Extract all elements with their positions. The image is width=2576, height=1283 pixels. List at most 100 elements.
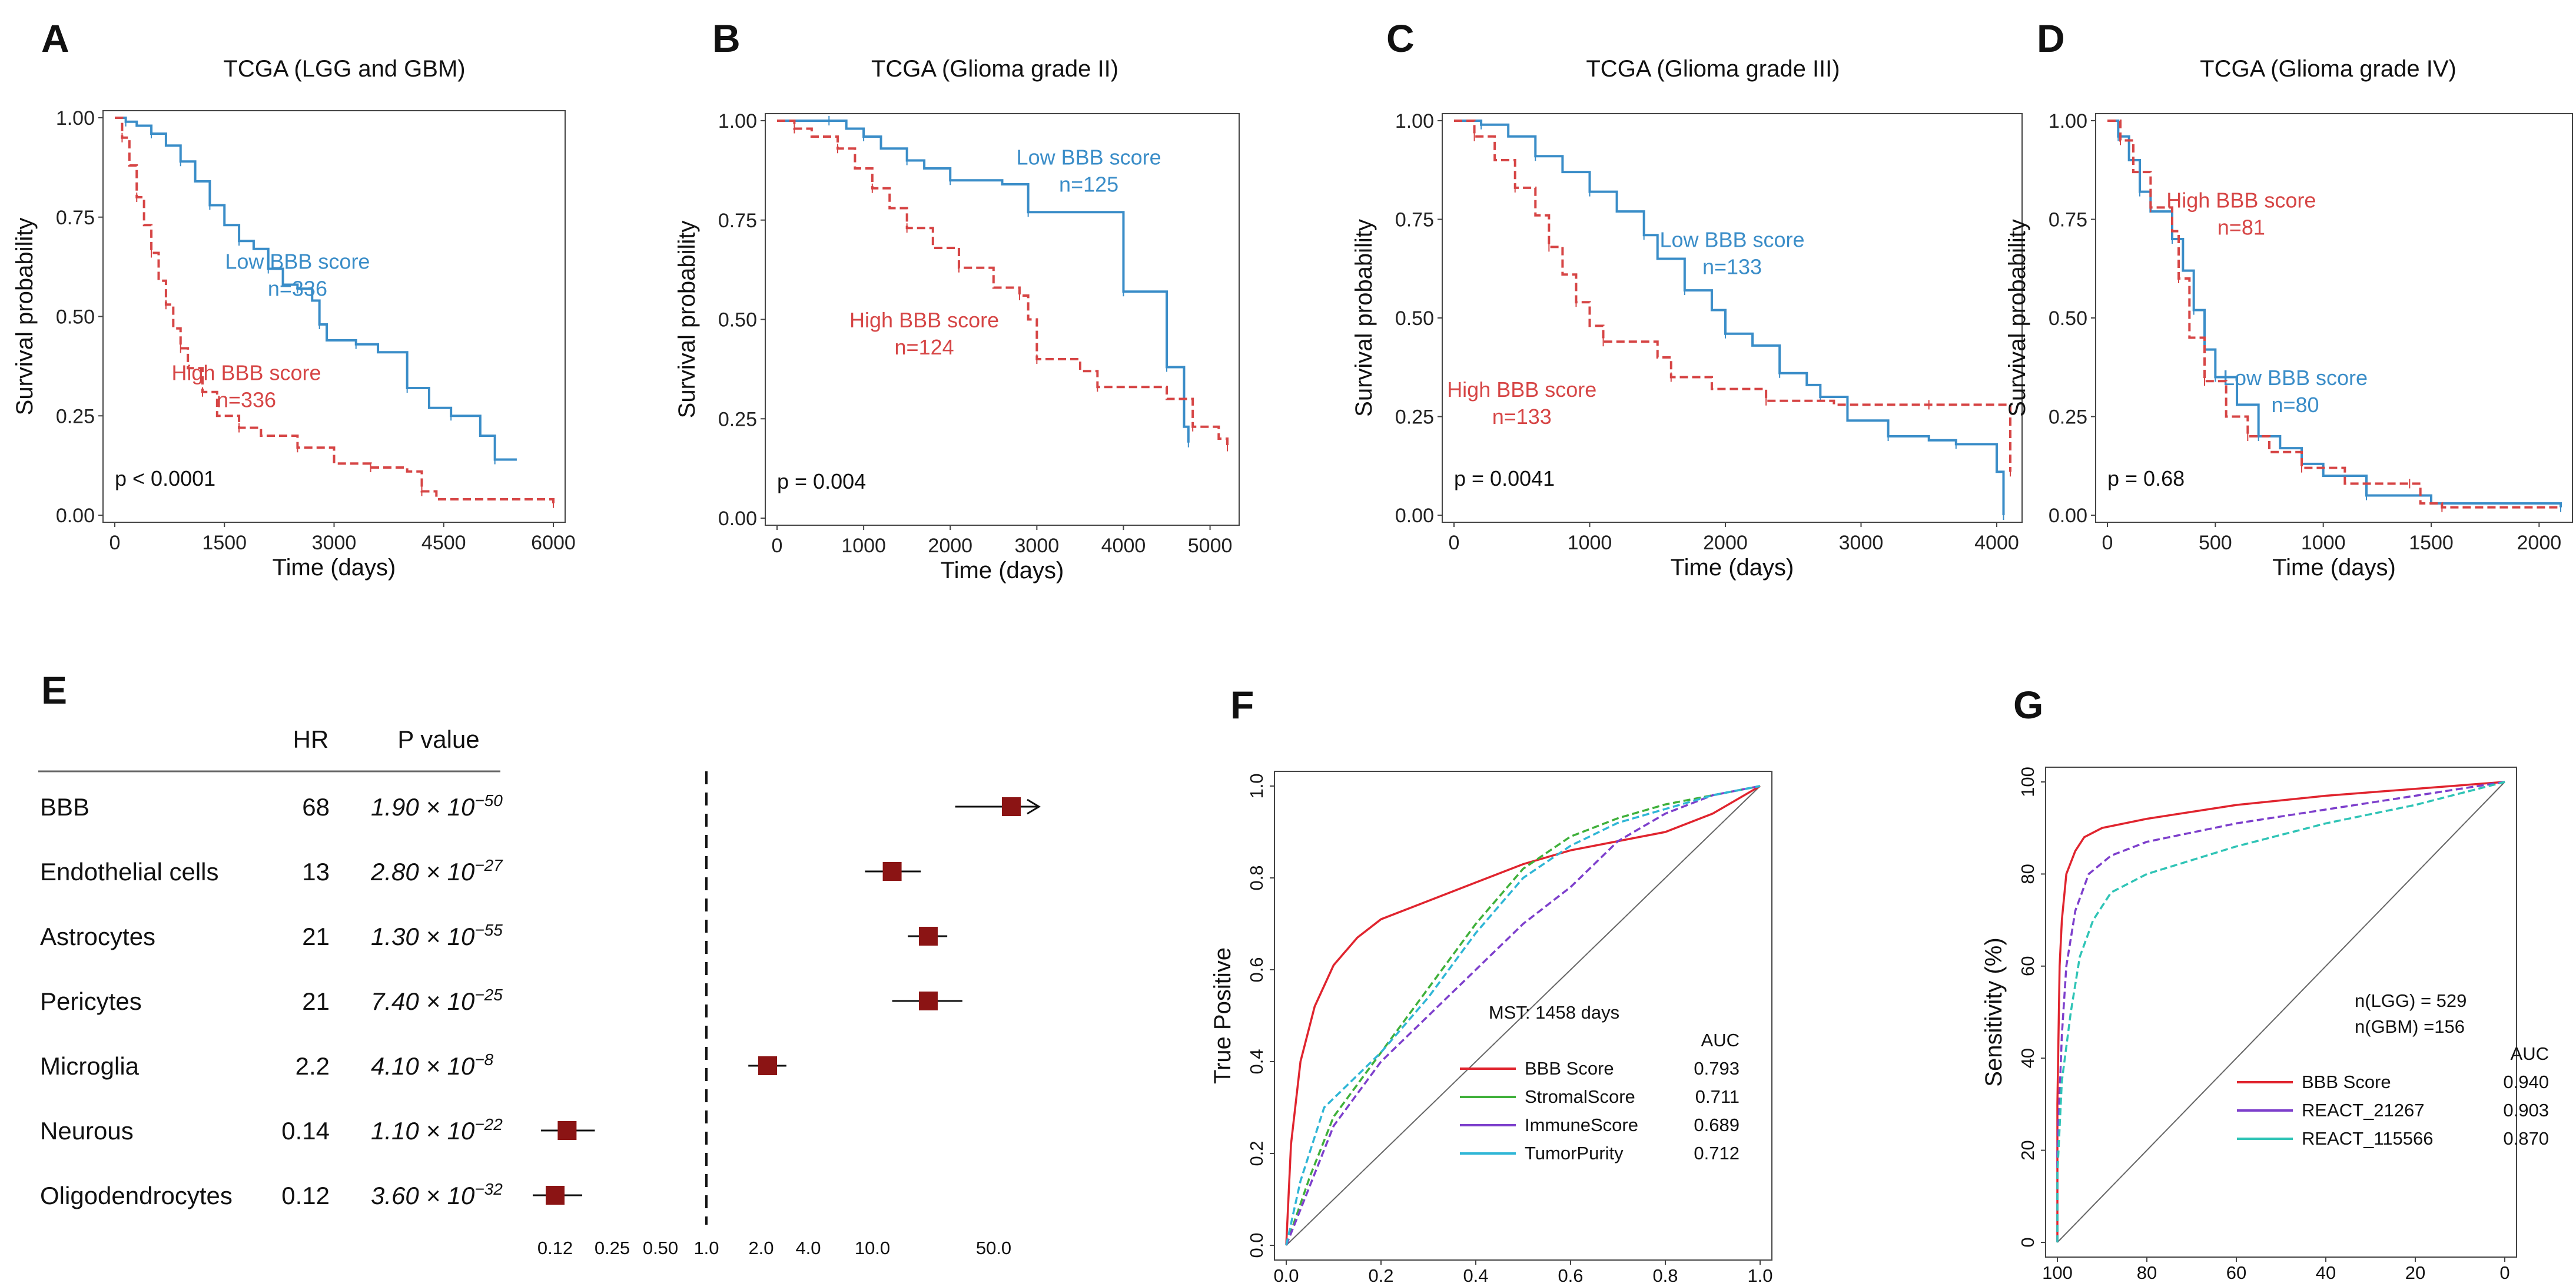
y-tick-label: 1.0 bbox=[1246, 773, 1267, 798]
y-tick-label: 1.00 bbox=[56, 107, 95, 130]
hr-header: HR bbox=[293, 725, 329, 753]
y-tick-label: 0.75 bbox=[2049, 209, 2087, 231]
row-hr-astrocytes: 21 bbox=[302, 923, 330, 950]
y-tick-label: 0.2 bbox=[1246, 1141, 1267, 1166]
x-tick-label: 2000 bbox=[2517, 532, 2562, 554]
series-label-low-d: Low BBB score bbox=[2223, 366, 2368, 390]
ci-arrow-bbb bbox=[1027, 798, 1041, 815]
y-tick-label: 0.0 bbox=[1246, 1232, 1267, 1258]
roc-curve-bbb-score bbox=[2056, 781, 2505, 1242]
x-tick-label: 0.4 bbox=[1463, 1265, 1488, 1283]
row-name-neurous: Neurous bbox=[40, 1117, 134, 1145]
x-tick-label: 1500 bbox=[202, 532, 247, 554]
annotation-gbm: n(GBM) =156 bbox=[2355, 1016, 2465, 1037]
plot-frame-b bbox=[765, 113, 1240, 526]
hr-point-neurous bbox=[557, 1121, 577, 1140]
legend-auc-bbb-score: 0.793 bbox=[1694, 1058, 1740, 1079]
roc-curve-react-115566 bbox=[2056, 781, 2505, 1242]
series-n-high-d: n=81 bbox=[2218, 215, 2265, 239]
forest-x-tick: 1.0 bbox=[693, 1238, 719, 1258]
row-name-bbb: BBB bbox=[40, 793, 89, 821]
roc-curve-stromalscore bbox=[1285, 785, 1761, 1246]
x-tick-label: 0 bbox=[1449, 532, 1460, 554]
y-tick-label: 40 bbox=[2017, 1048, 2038, 1068]
x-tick-label: 2000 bbox=[928, 535, 972, 557]
row-hr-bbb: 68 bbox=[302, 793, 330, 821]
x-axis-label-c: Time (days) bbox=[1671, 555, 1794, 581]
x-tick-label: 0.2 bbox=[1368, 1265, 1393, 1283]
x-tick-label: 1000 bbox=[841, 535, 886, 557]
x-tick-label: 0 bbox=[109, 532, 121, 554]
y-tick-label: 0.25 bbox=[718, 408, 757, 430]
x-axis-label-a: Time (days) bbox=[273, 555, 396, 581]
annotation-lgg: n(LGG) = 529 bbox=[2355, 990, 2467, 1011]
km-curve-high-d bbox=[2107, 120, 2561, 509]
series-n-low-d: n=80 bbox=[2271, 393, 2319, 417]
forest-x-tick: 10.0 bbox=[855, 1238, 890, 1258]
hr-point-microglia bbox=[758, 1056, 778, 1075]
series-n-high-c: n=133 bbox=[1492, 405, 1552, 429]
x-tick-label: 500 bbox=[2199, 532, 2232, 554]
km-plot-b: TCGA (Glioma grade II) 0.00 0.25 0.50 0.75 1.… bbox=[674, 56, 1240, 584]
legend-auc-bbb-score: 0.940 bbox=[2503, 1072, 2549, 1092]
plot-title-a: TCGA (LGG and GBM) bbox=[223, 56, 465, 82]
row-p-pericytes: 7.40 × 10−25 bbox=[371, 986, 503, 1015]
y-axis-label-a: Survival probability bbox=[12, 218, 38, 416]
forest-x-tick: 2.0 bbox=[748, 1238, 774, 1258]
x-tick-label: 0 bbox=[2102, 532, 2113, 554]
series-label-high-b: High BBB score bbox=[849, 308, 999, 332]
x-tick-label: 20 bbox=[2405, 1262, 2425, 1283]
p-value-d: p = 0.68 bbox=[2107, 466, 2185, 490]
km-curve-low-a bbox=[115, 117, 517, 461]
y-tick-label: 0.00 bbox=[718, 508, 757, 530]
hr-point-oligodendrocytes bbox=[546, 1186, 565, 1205]
roc-plot-f: 0.00.20.40.60.81.00.00.20.40.60.81.0Fals… bbox=[1210, 771, 1773, 1283]
y-tick-label: 0.8 bbox=[1246, 865, 1267, 890]
series-label-low-a: Low BBB score bbox=[225, 250, 370, 274]
forest-x-tick: 0.25 bbox=[595, 1238, 630, 1258]
panel-letter-a: A bbox=[41, 16, 69, 60]
x-tick-label: 60 bbox=[2226, 1262, 2246, 1283]
roc-curve-react-21267 bbox=[2056, 781, 2505, 1242]
y-tick-label: 20 bbox=[2017, 1140, 2038, 1160]
row-p-endothelial-cells: 2.80 × 10−27 bbox=[370, 856, 503, 886]
row-name-pericytes: Pericytes bbox=[40, 987, 142, 1015]
p-value-a: p < 0.0001 bbox=[115, 466, 215, 490]
plot-frame-c bbox=[1442, 113, 2023, 523]
row-p-neurous: 1.10 × 10−22 bbox=[371, 1115, 503, 1145]
forest-plot-e: HR P value BBB 68 1.90 × 10−50 Endothelial ce… bbox=[38, 725, 1041, 1258]
annotation-f: MST: 1458 days bbox=[1489, 1002, 1619, 1023]
y-tick-label: 1.00 bbox=[718, 110, 757, 132]
hr-point-astrocytes bbox=[918, 927, 938, 946]
y-tick-label: 0.50 bbox=[718, 309, 757, 331]
panel-letter-g: G bbox=[2013, 683, 2043, 727]
row-p-microglia: 4.10 × 10−8 bbox=[371, 1050, 494, 1080]
legend-auc-react-21267: 0.903 bbox=[2503, 1100, 2549, 1120]
auc-header-g: AUC bbox=[2511, 1043, 2549, 1064]
series-label-low-c: Low BBB score bbox=[1659, 227, 1804, 251]
y-tick-label: 0.25 bbox=[56, 405, 95, 427]
roc-curve-tumorpurity bbox=[1285, 785, 1761, 1246]
legend-auc-immunescore: 0.689 bbox=[1694, 1115, 1740, 1135]
series-n-low-a: n=336 bbox=[268, 277, 327, 301]
roc-curve-immunescore bbox=[1285, 785, 1761, 1246]
pvalue-header: P value bbox=[397, 725, 479, 753]
x-tick-label: 0.8 bbox=[1652, 1265, 1678, 1283]
x-tick-label: 2000 bbox=[1703, 532, 1748, 554]
forest-x-tick: 0.50 bbox=[643, 1238, 678, 1258]
p-value-b: p = 0.004 bbox=[777, 469, 866, 493]
panel-letter-c: C bbox=[1386, 16, 1415, 60]
row-hr-pericytes: 21 bbox=[302, 987, 330, 1015]
x-tick-label: 40 bbox=[2316, 1262, 2336, 1283]
row-name-endothelial-cells: Endothelial cells bbox=[40, 858, 219, 886]
row-p-oligodendrocytes: 3.60 × 10−32 bbox=[371, 1180, 503, 1209]
roc-curve-bbb-score bbox=[1285, 785, 1761, 1246]
km-plot-d: TCGA (Glioma grade IV) 0.00 0.25 0.50 0.75 1.… bbox=[2004, 56, 2573, 581]
x-tick-label: 4000 bbox=[1974, 532, 2019, 554]
x-tick-label: 0.0 bbox=[1273, 1265, 1299, 1283]
legend-label-stromalscore: StromalScore bbox=[1525, 1086, 1635, 1107]
plot-frame-d bbox=[2095, 113, 2573, 523]
y-axis-label-c: Survival probability bbox=[1351, 219, 1377, 417]
y-tick-label: 100 bbox=[2017, 767, 2038, 797]
row-p-bbb: 1.90 × 10−50 bbox=[371, 791, 503, 821]
